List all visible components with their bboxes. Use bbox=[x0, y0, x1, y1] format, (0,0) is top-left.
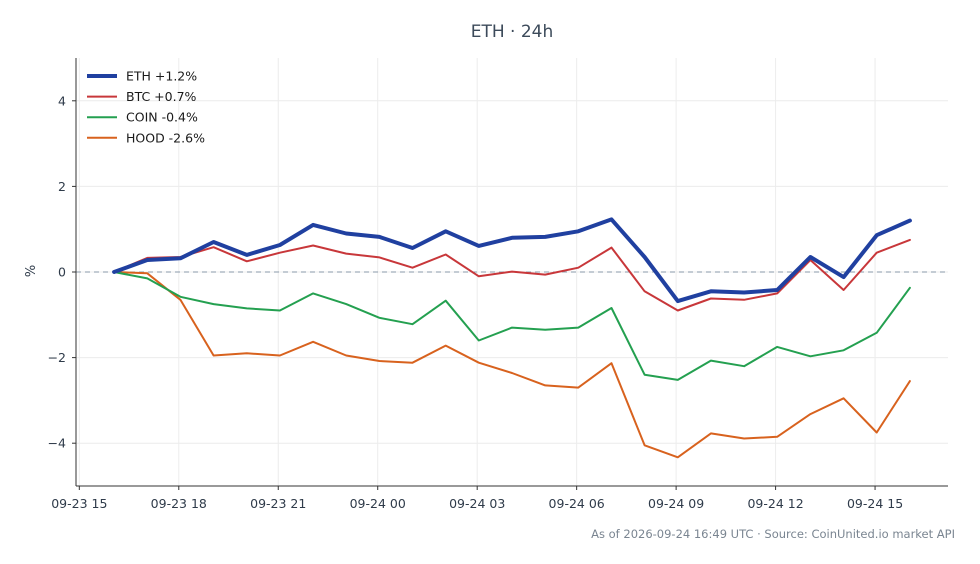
x-tick-label: 09-23 18 bbox=[151, 496, 207, 511]
y-tick-label: −4 bbox=[48, 436, 66, 451]
x-tick-label: 09-24 12 bbox=[747, 496, 803, 511]
tick-labels: −4 −2 0 2 4 09-23 15 09-23 18 09-23 21 09-24 00 0… bbox=[48, 93, 904, 511]
x-tick-label: 09-23 15 bbox=[51, 496, 107, 511]
y-tick-label: 0 bbox=[58, 265, 66, 280]
series-line-eth bbox=[112, 217, 912, 304]
x-tick-label: 09-24 15 bbox=[847, 496, 903, 511]
y-axis-label: % bbox=[24, 265, 39, 277]
x-tick-label: 09-24 09 bbox=[648, 496, 704, 511]
legend-label-btc: BTC +0.7% bbox=[126, 89, 197, 104]
legend-label-coin: COIN -0.4% bbox=[126, 110, 198, 125]
series-line-hood bbox=[113, 271, 911, 459]
chart-title: ETH · 24h bbox=[471, 22, 554, 42]
series-line-btc bbox=[113, 238, 911, 312]
x-tick-label: 09-24 00 bbox=[350, 496, 406, 511]
y-tick-label: 2 bbox=[58, 179, 66, 194]
x-tick-label: 09-24 06 bbox=[549, 496, 605, 511]
x-tick-label: 09-24 03 bbox=[449, 496, 505, 511]
x-tick-label: 09-23 21 bbox=[250, 496, 306, 511]
legend-label-eth: ETH +1.2% bbox=[126, 69, 197, 84]
legend: ETH +1.2% BTC +0.7% COIN -0.4% HOOD -2.6% bbox=[87, 69, 205, 145]
legend-label-hood: HOOD -2.6% bbox=[126, 130, 205, 145]
y-tick-label: −2 bbox=[48, 350, 66, 365]
series-lines bbox=[112, 217, 912, 459]
series-line-coin bbox=[113, 271, 911, 381]
y-tick-label: 4 bbox=[58, 93, 66, 108]
footer-source: As of 2026-09-24 16:49 UTC · Source: Coi… bbox=[591, 527, 955, 541]
